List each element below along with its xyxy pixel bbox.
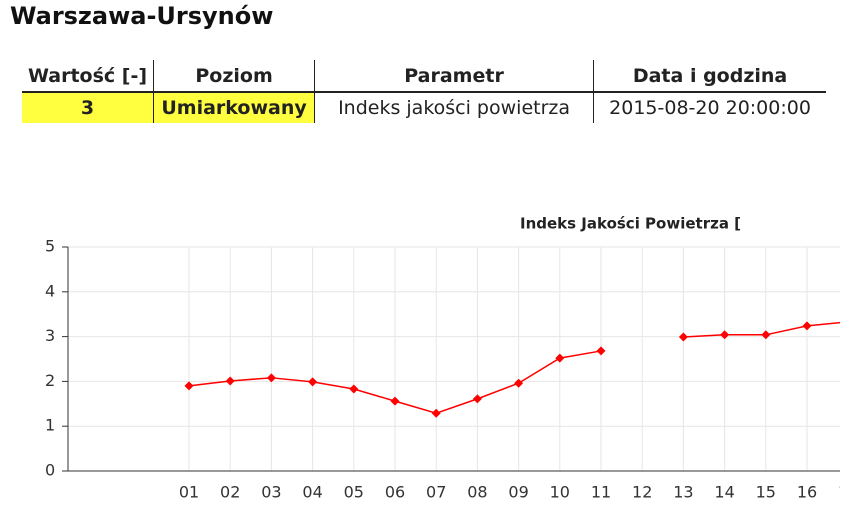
x-tick-label: 15 [756, 483, 776, 502]
x-tick-label: 05 [344, 483, 364, 502]
station-title: Warszawa-Ursynów [10, 2, 274, 30]
data-point [802, 321, 812, 331]
y-tick-label: 3 [45, 326, 55, 345]
y-tick-label: 2 [45, 371, 55, 390]
level-cell: Umiarkowany [153, 92, 316, 123]
x-tick-label: 14 [714, 483, 734, 502]
y-tick-label: 0 [45, 461, 55, 480]
x-tick-label: 06 [385, 483, 405, 502]
value-cell: 3 [22, 92, 155, 123]
column-header: Poziom [153, 60, 316, 93]
x-tick-label: 13 [673, 483, 693, 502]
x-tick-label: 17 [838, 483, 858, 502]
data-point [720, 330, 730, 340]
y-tick-label: 1 [45, 416, 55, 435]
data-point [225, 376, 235, 386]
x-tick-label: 03 [261, 483, 281, 502]
data-row: 3 Umiarkowany Indeks jakości powietrza 2… [22, 92, 826, 123]
x-tick-label: 04 [302, 483, 322, 502]
column-header: Wartość [-] [22, 60, 155, 93]
data-point [514, 378, 524, 388]
y-tick-label: 5 [45, 237, 55, 256]
data-point [678, 332, 688, 342]
status-table: Wartość [-] Poziom Parametr Data i godzi… [22, 60, 827, 123]
x-tick-label: 07 [426, 483, 446, 502]
x-tick-label: 01 [179, 483, 199, 502]
x-tick-label: 08 [467, 483, 487, 502]
data-point [761, 330, 771, 340]
column-header: Parametr [314, 60, 595, 93]
x-tick-label: 11 [591, 483, 611, 502]
x-tick-label: 10 [550, 483, 570, 502]
data-point [596, 346, 606, 356]
data-point [472, 394, 482, 404]
data-point [844, 317, 853, 326]
y-tick-label: 4 [45, 281, 55, 300]
x-tick-label: 09 [508, 483, 528, 502]
column-header: Data i godzina [593, 60, 827, 93]
datetime-cell: 2015-08-20 20:00:00 [609, 97, 811, 119]
data-point [390, 396, 400, 406]
data-point [184, 381, 194, 391]
x-tick-label: 12 [632, 483, 652, 502]
data-point [349, 384, 359, 394]
data-point [308, 377, 318, 387]
chart-title: Indeks Jakości Powietrza [ [520, 215, 741, 233]
header-row: Wartość [-] Poziom Parametr Data i godzi… [22, 60, 827, 93]
data-point [431, 408, 441, 418]
x-tick-label: 02 [220, 483, 240, 502]
data-point [266, 373, 276, 383]
x-tick-label: 16 [797, 483, 817, 502]
data-point [555, 353, 565, 363]
parameter-cell: Indeks jakości powietrza [314, 92, 595, 123]
